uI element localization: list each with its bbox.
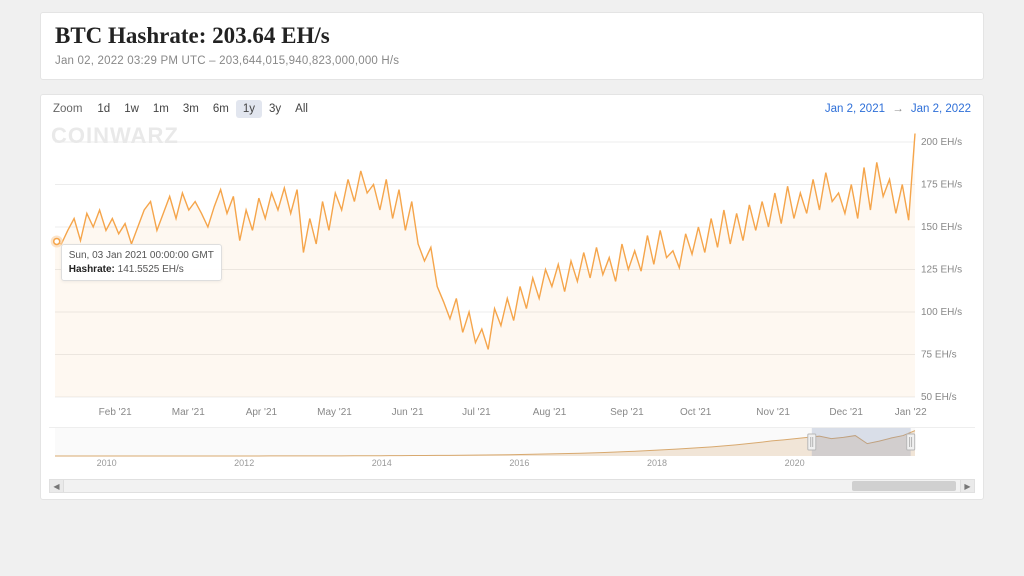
zoom-All[interactable]: All — [288, 100, 315, 118]
svg-text:Apr '21: Apr '21 — [246, 407, 278, 418]
chart-toolbar: Zoom 1d1w1m3m6m1y3yAll Jan 2, 2021 → Jan… — [41, 95, 983, 121]
date-range[interactable]: Jan 2, 2021 → Jan 2, 2022 — [825, 103, 971, 115]
tooltip-value: 141.5525 EH/s — [118, 264, 184, 275]
scroll-right-icon[interactable]: ▶ — [960, 480, 974, 492]
svg-text:175 EH/s: 175 EH/s — [921, 180, 962, 191]
zoom-3y[interactable]: 3y — [262, 100, 288, 118]
scroll-thumb[interactable] — [852, 481, 955, 491]
svg-text:Dec '21: Dec '21 — [829, 407, 863, 418]
zoom-1y[interactable]: 1y — [236, 100, 262, 118]
header-card: BTC Hashrate: 203.64 EH/s Jan 02, 2022 0… — [40, 12, 984, 80]
zoom-1m[interactable]: 1m — [146, 100, 176, 118]
svg-text:May '21: May '21 — [317, 407, 352, 418]
zoom-6m[interactable]: 6m — [206, 100, 236, 118]
svg-text:200 EH/s: 200 EH/s — [921, 137, 962, 148]
svg-text:Aug '21: Aug '21 — [533, 407, 567, 418]
scroll-track[interactable] — [64, 480, 960, 492]
zoom-label: Zoom — [53, 103, 82, 115]
svg-text:Jan '22: Jan '22 — [895, 407, 927, 418]
svg-text:Sep '21: Sep '21 — [610, 407, 644, 418]
svg-text:100 EH/s: 100 EH/s — [921, 307, 962, 318]
zoom-3m[interactable]: 3m — [176, 100, 206, 118]
arrow-right-icon: → — [892, 103, 904, 115]
watermark: COINWARZ — [51, 123, 179, 149]
svg-text:Nov '21: Nov '21 — [756, 407, 790, 418]
page-title: BTC Hashrate: 203.64 EH/s — [55, 23, 969, 49]
svg-text:Mar '21: Mar '21 — [172, 407, 205, 418]
chart-card: Zoom 1d1w1m3m6m1y3yAll Jan 2, 2021 → Jan… — [40, 94, 984, 500]
zoom-group: Zoom 1d1w1m3m6m1y3yAll — [53, 103, 315, 115]
zoom-1d[interactable]: 1d — [90, 100, 117, 118]
plot-area[interactable]: COINWARZ 50 EH/s 75 EH/s 100 EH/s 125 EH/s 1… — [41, 121, 983, 421]
svg-text:50 EH/s: 50 EH/s — [921, 392, 957, 403]
range-to: Jan 2, 2022 — [911, 103, 971, 115]
tooltip-label: Hashrate: — [69, 264, 115, 275]
svg-text:Oct '21: Oct '21 — [680, 407, 712, 418]
scroll-left-icon[interactable]: ◀ — [50, 480, 64, 492]
range-from: Jan 2, 2021 — [825, 103, 885, 115]
svg-text:125 EH/s: 125 EH/s — [921, 265, 962, 276]
svg-text:Jul '21: Jul '21 — [462, 407, 491, 418]
svg-text:2018: 2018 — [647, 458, 667, 468]
navigator-chart[interactable]: 2010 2012 2014 2016 2018 2020 — [49, 428, 969, 468]
svg-text:2016: 2016 — [509, 458, 529, 468]
svg-text:2012: 2012 — [234, 458, 254, 468]
svg-text:Jun '21: Jun '21 — [392, 407, 424, 418]
svg-text:2020: 2020 — [785, 458, 805, 468]
navigator[interactable]: 2010 2012 2014 2016 2018 2020 — [49, 427, 975, 473]
scrollbar[interactable]: ◀ ▶ — [49, 479, 975, 493]
svg-text:2010: 2010 — [97, 458, 117, 468]
svg-text:2014: 2014 — [372, 458, 392, 468]
svg-text:150 EH/s: 150 EH/s — [921, 222, 962, 233]
svg-text:Feb '21: Feb '21 — [99, 407, 132, 418]
page-subtitle: Jan 02, 2022 03:29 PM UTC – 203,644,015,… — [55, 55, 969, 67]
tooltip-date: Sun, 03 Jan 2021 00:00:00 GMT — [69, 249, 214, 263]
svg-text:75 EH/s: 75 EH/s — [921, 350, 957, 361]
chart-tooltip: Sun, 03 Jan 2021 00:00:00 GMT Hashrate: … — [61, 244, 222, 281]
zoom-1w[interactable]: 1w — [117, 100, 146, 118]
